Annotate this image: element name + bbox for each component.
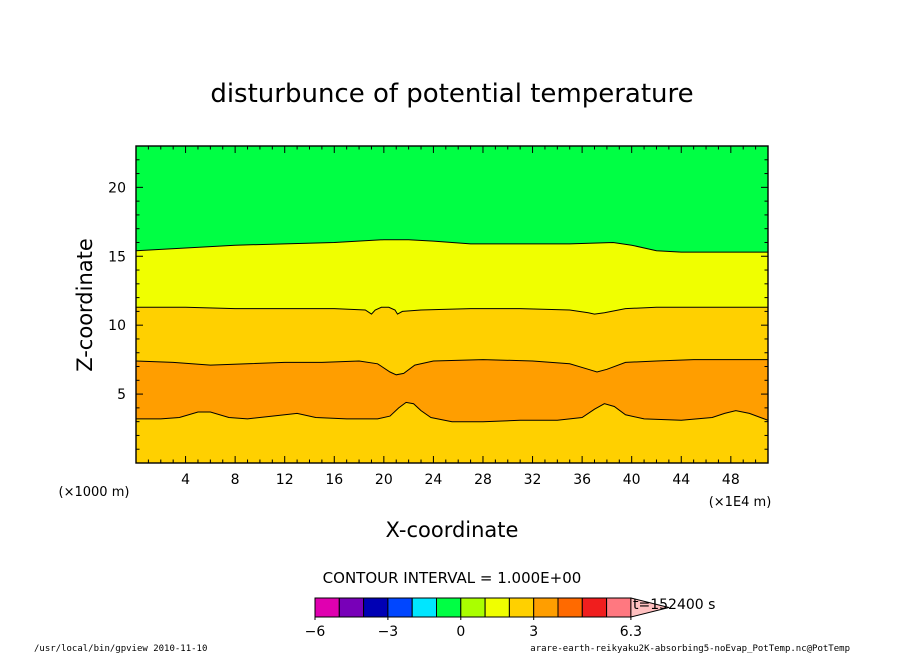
x-axis-ticks: 4 8 12 16 20 24 28 32 36 40 44 48 bbox=[147, 146, 757, 488]
colorbar-box bbox=[533, 597, 559, 618]
colorbar-box bbox=[557, 597, 583, 618]
colorbar-box bbox=[363, 597, 389, 618]
colorbar-extension-arrow bbox=[630, 597, 670, 618]
colorbar-label: −6 bbox=[305, 624, 326, 640]
colorbar-box bbox=[484, 597, 510, 618]
colorbar-box bbox=[387, 597, 413, 618]
x-tick-label: 4 bbox=[181, 472, 190, 488]
x-tick-label: 40 bbox=[623, 472, 641, 488]
colorbar-labels: −6 −3 0 3 6.3 bbox=[305, 617, 642, 640]
colorbar-box bbox=[411, 597, 438, 618]
footer-left: /usr/local/bin/gpview 2010-11-10 bbox=[34, 644, 207, 654]
contour-line-contour_top bbox=[136, 239, 768, 253]
colorbar-box bbox=[606, 597, 632, 618]
x-unit-note: (×1E4 m) bbox=[709, 495, 772, 510]
footer-right: arare-earth-reikyaku2K-absorbing5-noEvap… bbox=[530, 644, 850, 654]
plot-frame bbox=[135, 145, 769, 464]
colorbar-box bbox=[338, 597, 365, 618]
colorbar-label: 6.3 bbox=[620, 624, 642, 640]
contour-band-3 bbox=[136, 239, 768, 315]
contour-line-contour_mid bbox=[136, 359, 768, 376]
x-tick-label: 36 bbox=[573, 472, 591, 488]
contour-line-contour_upper bbox=[136, 306, 768, 315]
x-tick-label: 44 bbox=[672, 472, 690, 488]
colorbar-box bbox=[460, 597, 486, 618]
colorbar bbox=[314, 597, 670, 618]
contour-interval-text: CONTOUR INTERVAL = 1.000E+00 bbox=[323, 569, 582, 587]
y-axis-ticks: 5 10 15 20 bbox=[108, 159, 768, 450]
time-text: t=152400 s bbox=[633, 597, 715, 613]
x-tick-label: 12 bbox=[276, 472, 294, 488]
y-tick-label: 20 bbox=[108, 180, 126, 196]
y-tick-label: 10 bbox=[108, 318, 126, 334]
x-tick-label: 28 bbox=[474, 472, 492, 488]
colorbar-box bbox=[314, 597, 340, 618]
colorbar-box bbox=[508, 597, 535, 618]
colorbar-box bbox=[436, 597, 462, 618]
colorbar-box bbox=[581, 597, 608, 618]
colorbar-label: 3 bbox=[529, 624, 538, 640]
y-axis-label: Z-coordinate bbox=[73, 238, 97, 372]
colorbar-label: −3 bbox=[378, 624, 399, 640]
y-tick-label: 5 bbox=[117, 387, 126, 403]
y-unit-note: (×1000 m) bbox=[59, 485, 130, 500]
x-axis-label: X-coordinate bbox=[386, 518, 519, 542]
x-tick-label: 32 bbox=[524, 472, 542, 488]
chart-title: disturbunce of potential temperature bbox=[210, 79, 693, 109]
colorbar-label: 0 bbox=[456, 624, 465, 640]
contour-band-2 bbox=[136, 307, 768, 375]
filled-contour-bands bbox=[136, 146, 768, 463]
x-tick-label: 48 bbox=[722, 472, 740, 488]
contour-band-1 bbox=[136, 402, 768, 463]
x-tick-label: 16 bbox=[325, 472, 343, 488]
x-tick-label: 24 bbox=[424, 472, 442, 488]
contour-line-contour_low bbox=[136, 401, 768, 423]
contour-lines bbox=[136, 239, 768, 423]
x-tick-label: 8 bbox=[231, 472, 240, 488]
y-tick-label: 15 bbox=[108, 249, 126, 265]
contour-band-0 bbox=[136, 359, 768, 422]
contour-band-4 bbox=[136, 146, 768, 253]
x-tick-label: 20 bbox=[375, 472, 393, 488]
